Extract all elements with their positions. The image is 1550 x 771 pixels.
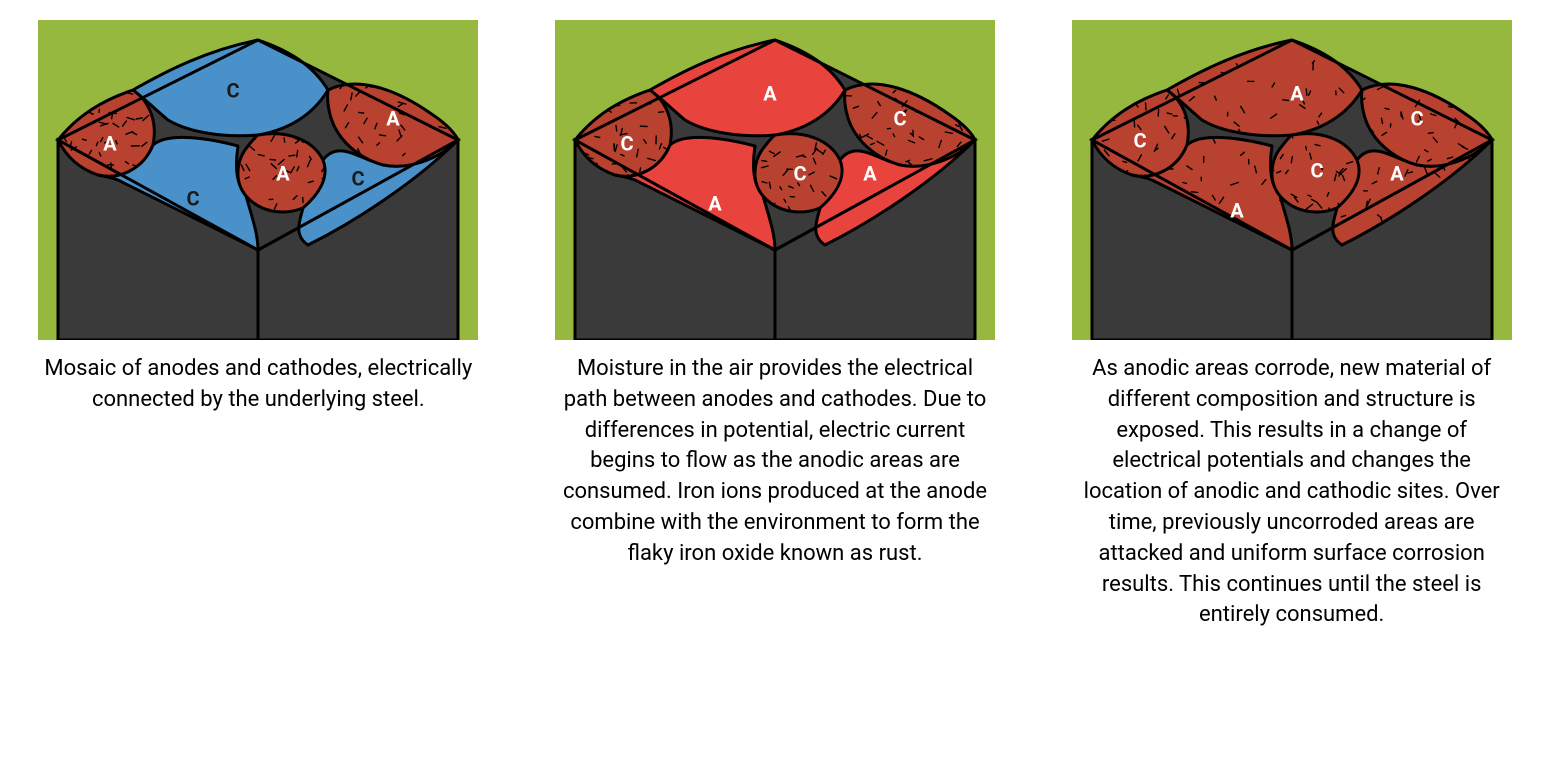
region-label: A — [1290, 81, 1304, 105]
panel-svg-wrap: A C A A C C — [38, 20, 478, 340]
region-label: C — [1133, 128, 1146, 152]
panel-2: C A C C A A Moisture in the air provides the … — [547, 20, 1004, 631]
region-label: A — [277, 161, 291, 185]
region-label: A — [708, 191, 722, 215]
region-label: C — [793, 161, 806, 185]
region-label: C — [620, 131, 633, 155]
panel-illustration: C A C C A A — [1072, 20, 1512, 340]
panel-caption: Moisture in the air provides the electri… — [555, 354, 995, 570]
region-label: A — [1390, 161, 1404, 185]
panel-svg-wrap: C A C C A A — [1072, 20, 1512, 340]
region-label: A — [863, 161, 877, 185]
corrosion-diagram-row: A C A A C C Mosaic of anodes and cathodes, el… — [30, 20, 1520, 631]
panel-illustration: A C A A C C — [38, 20, 478, 340]
region-label: C — [893, 106, 906, 130]
region-label: C — [227, 78, 240, 102]
region-label: C — [352, 166, 365, 190]
panel-caption: Mosaic of anodes and cathodes, electrica… — [38, 354, 478, 416]
panel-caption: As anodic areas corrode, new material of… — [1072, 354, 1512, 631]
region-label: A — [1230, 198, 1244, 222]
panel-3: C A C C A A As anodic areas corrode, new mate… — [1063, 20, 1520, 631]
panel-1: A C A A C C Mosaic of anodes and cathodes, el… — [30, 20, 487, 631]
region-label: C — [1410, 106, 1423, 130]
region-label: A — [763, 81, 777, 105]
region-label: A — [104, 131, 118, 155]
region-label: A — [387, 106, 401, 130]
panel-illustration: C A C C A A — [555, 20, 995, 340]
panel-svg-wrap: C A C C A A — [555, 20, 995, 340]
region-label: C — [1310, 158, 1323, 182]
region-label: C — [187, 186, 200, 210]
